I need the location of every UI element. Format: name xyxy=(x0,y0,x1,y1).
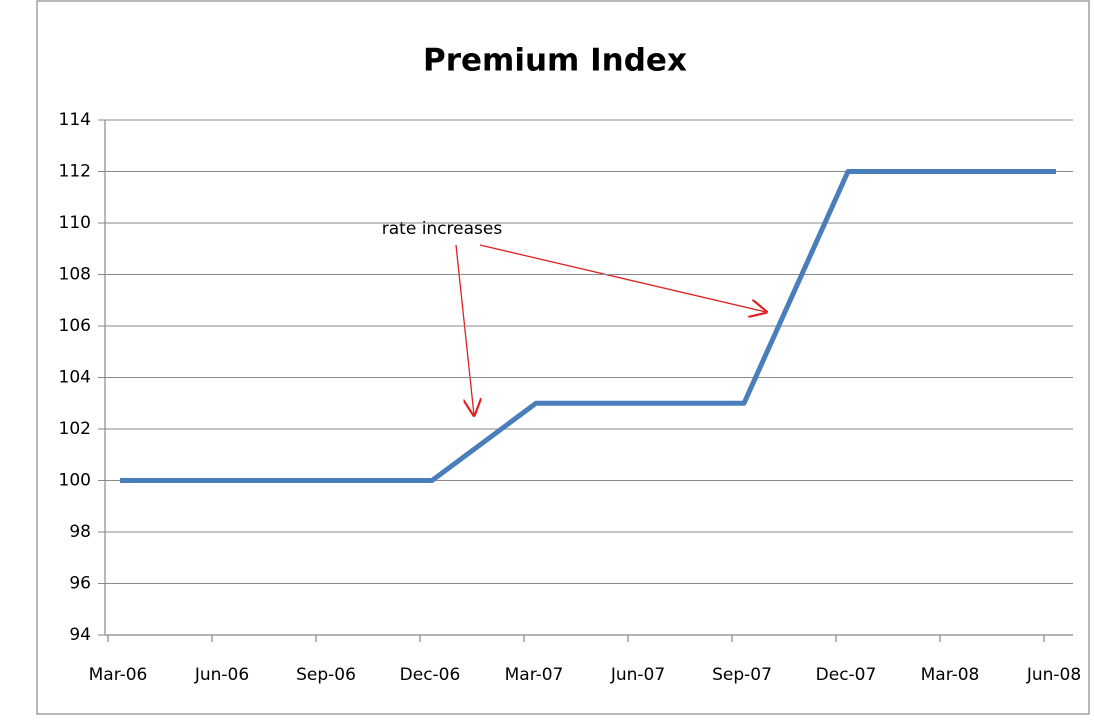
data-line xyxy=(120,169,1056,483)
y-tick-label: 108 xyxy=(59,265,91,285)
y-tick-label: 100 xyxy=(59,471,91,491)
x-tick-label: Dec-06 xyxy=(400,665,461,685)
y-tick-label: 96 xyxy=(69,574,91,594)
x-tick-label: Sep-07 xyxy=(712,665,772,685)
x-tick-label: Sep-06 xyxy=(296,665,356,685)
y-tick-label: 98 xyxy=(69,522,91,542)
x-tick-label: Jun-07 xyxy=(610,665,665,685)
y-tick-label: 102 xyxy=(59,419,91,439)
x-tick-label: Mar-06 xyxy=(89,665,148,685)
y-tick-label: 110 xyxy=(59,213,91,233)
y-tick-label: 104 xyxy=(59,368,91,388)
x-tick-label: Mar-07 xyxy=(505,665,564,685)
x-tick-label: Jun-06 xyxy=(194,665,249,685)
y-tick-label: 94 xyxy=(69,625,91,645)
chart-frame xyxy=(36,0,1090,715)
y-tick-label: 112 xyxy=(59,162,91,182)
annotation: rate increases xyxy=(382,219,503,239)
annotation-arrow xyxy=(455,244,474,415)
y-tick-label: 114 xyxy=(59,110,91,130)
x-tick-label: Dec-07 xyxy=(816,665,877,685)
x-tick-label: Jun-08 xyxy=(1026,665,1081,685)
annotation-arrow xyxy=(479,244,766,312)
chart-title: Premium Index xyxy=(423,43,687,79)
x-tick-label: Mar-08 xyxy=(921,665,980,685)
y-tick-label: 106 xyxy=(59,316,91,336)
